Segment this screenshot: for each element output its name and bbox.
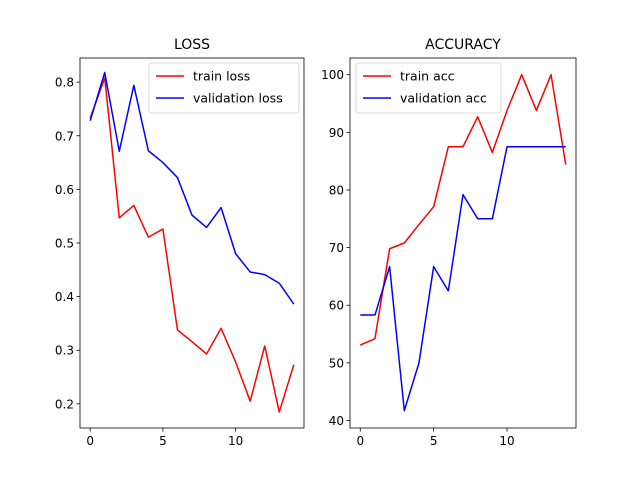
- accuracy-legend-label: validation acc: [400, 91, 487, 106]
- loss-x-tick-label: 0: [86, 434, 94, 448]
- accuracy-y-tick-label: 40: [329, 414, 344, 428]
- accuracy-subplot: ACCURACY 0 5 10 40 50 60 70 80 90 100 train acc vali…: [321, 37, 577, 448]
- loss-y-tick-label: 0.4: [55, 290, 74, 304]
- loss-series-validation-loss: [89, 71, 295, 305]
- accuracy-y-tick-label: 90: [329, 126, 344, 140]
- loss-y-tick-label: 0.6: [55, 183, 74, 197]
- accuracy-y-tick-label: 60: [329, 299, 344, 313]
- loss-legend-label: train loss: [193, 69, 250, 84]
- accuracy-legend-box: [355, 62, 502, 114]
- loss-title: LOSS: [174, 37, 210, 53]
- loss-subplot: LOSS 0 5 10 0.2 0.3 0.4 0.5 0.6 0.7 0.8 train loss v…: [55, 37, 305, 448]
- loss-x-tick-label: 5: [159, 434, 167, 448]
- accuracy-y-tick-label: 70: [329, 241, 344, 255]
- accuracy-axes-frame: [349, 57, 577, 429]
- loss-y-tick-label: 0.2: [55, 397, 74, 411]
- loss-y-tick-label: 0.7: [55, 129, 74, 143]
- accuracy-series-validation-acc: [360, 146, 566, 412]
- accuracy-x-tick-label: 5: [430, 434, 438, 448]
- loss-y-tick-label: 0.3: [55, 344, 74, 358]
- accuracy-y-tick-label: 50: [329, 356, 344, 370]
- loss-y-tick-label: 0.5: [55, 237, 74, 251]
- accuracy-y-tick-label: 100: [321, 68, 344, 82]
- accuracy-x-tick-label: 10: [499, 434, 514, 448]
- loss-x-tick-label: 10: [228, 434, 243, 448]
- loss-legend-label: validation loss: [193, 91, 283, 106]
- accuracy-legend: train acc validation acc: [355, 62, 502, 114]
- loss-series-train-loss: [89, 77, 295, 413]
- accuracy-x-tick-label: 0: [356, 434, 364, 448]
- accuracy-series-train-acc: [359, 73, 567, 346]
- accuracy-y-tick-label: 80: [329, 183, 344, 197]
- accuracy-legend-label: train acc: [400, 69, 455, 84]
- loss-y-tick-label: 0.8: [55, 76, 74, 90]
- loss-legend: train loss validation loss: [148, 62, 300, 114]
- accuracy-title: ACCURACY: [425, 37, 501, 53]
- loss-legend-box: [148, 62, 300, 114]
